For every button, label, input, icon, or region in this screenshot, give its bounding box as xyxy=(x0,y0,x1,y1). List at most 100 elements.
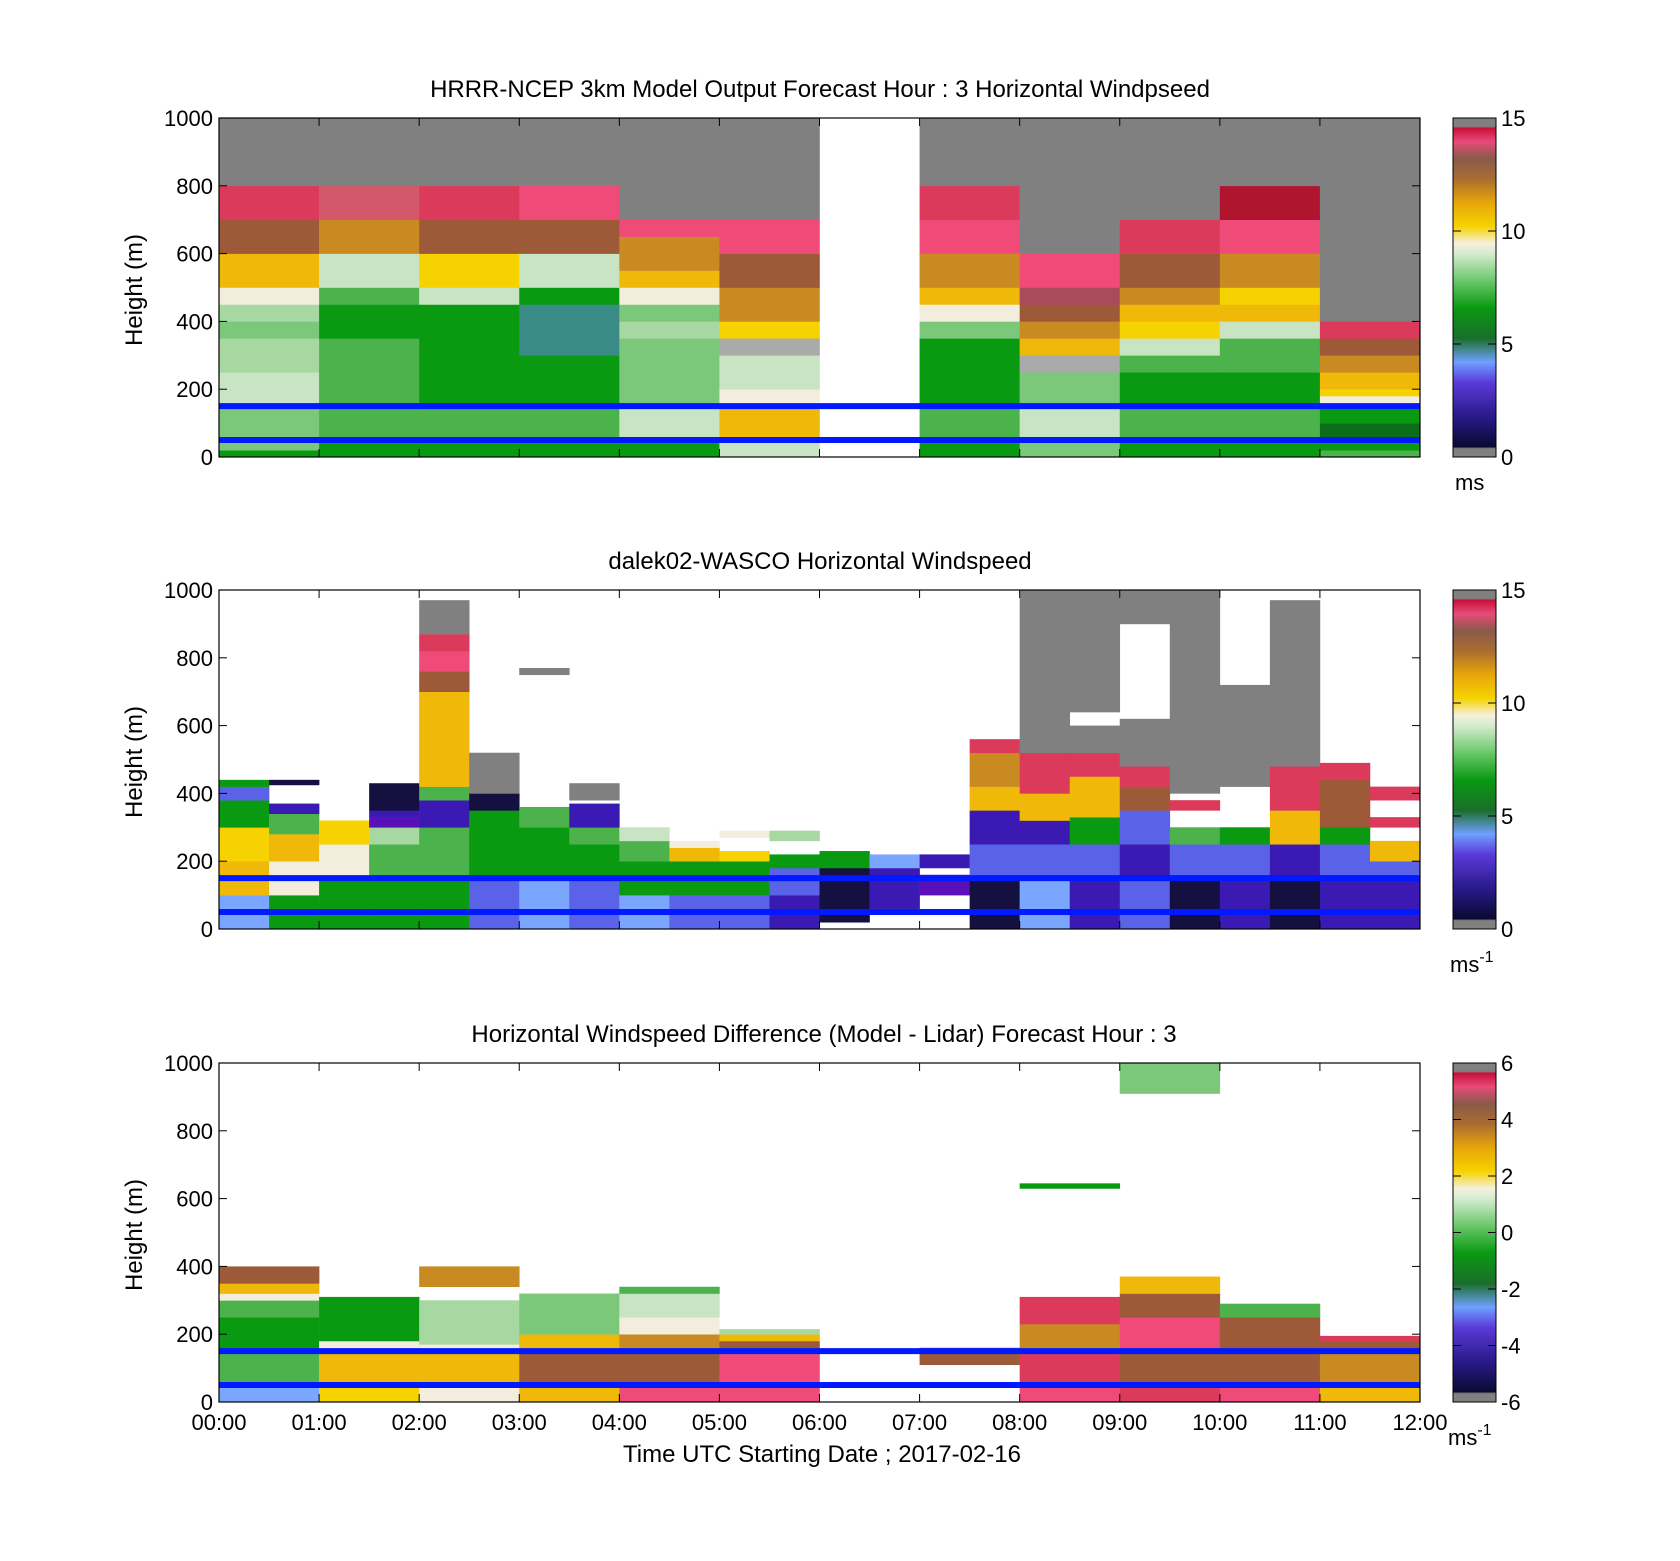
colorbar-tick-label: 0 xyxy=(1501,917,1513,942)
heatmap-cell xyxy=(369,817,420,828)
unit-sup: -1 xyxy=(1479,949,1493,966)
heatmap-cell xyxy=(419,338,520,407)
heatmap-cell xyxy=(619,1293,720,1318)
heatmap-cell xyxy=(419,304,520,339)
heatmap-cell xyxy=(1319,779,1371,828)
y-tick-label: 600 xyxy=(176,242,213,267)
heatmap-cell xyxy=(519,1385,620,1403)
heatmap-cell xyxy=(819,851,870,869)
heatmap-cell xyxy=(519,806,570,828)
heatmap-cell xyxy=(1269,878,1321,930)
heatmap-cell xyxy=(419,600,470,635)
heatmap-cell xyxy=(419,253,520,288)
heatmap-cell xyxy=(319,287,420,305)
heatmap-cell xyxy=(1219,406,1321,441)
heatmap-cell xyxy=(969,810,1020,845)
heatmap-cell xyxy=(969,752,1020,787)
heatmap-cell xyxy=(1319,844,1371,879)
heatmap-cell xyxy=(469,878,520,930)
x-tick-label: 05:00 xyxy=(692,1410,747,1435)
heatmap-cell xyxy=(1319,762,1371,781)
heatmap-cell xyxy=(669,840,720,848)
heatmap-cell xyxy=(1219,878,1271,930)
heatmap-cell xyxy=(1019,820,1071,845)
heatmap-cell xyxy=(869,854,920,869)
heatmap-cell xyxy=(269,779,320,786)
heatmap-cell xyxy=(1019,844,1071,879)
colorbar: -6 -4 -2 0 2 4 6 ms-1 xyxy=(1448,1051,1521,1450)
heatmap-cell xyxy=(1319,1335,1421,1342)
heatmap-cell xyxy=(719,440,820,458)
heatmap-cell xyxy=(569,878,620,930)
heatmap-cell xyxy=(619,840,670,862)
heatmap-cell xyxy=(1119,718,1171,767)
heatmap-cell xyxy=(919,219,1020,254)
heatmap-cell xyxy=(919,118,1020,187)
colorbar: 0 5 10 15 ms-1 xyxy=(1450,578,1525,977)
heatmap-cell xyxy=(1219,304,1321,322)
heatmap-cell xyxy=(769,867,820,896)
heatmap-cell xyxy=(1119,1351,1221,1386)
x-axis-label: Time UTC Starting Date ; 2017-02-16 xyxy=(623,1441,1021,1468)
heatmap-cell xyxy=(1019,1385,1121,1403)
heatmap-cells xyxy=(219,118,1421,458)
heatmap-cell xyxy=(1019,1324,1121,1352)
panel-title: HRRR-NCEP 3km Model Output Forecast Hour… xyxy=(430,76,1210,103)
colorbar-tick-label: 2 xyxy=(1501,1164,1513,1189)
heatmap-cell xyxy=(1119,1317,1221,1352)
heatmap-cell xyxy=(1169,844,1221,879)
heatmap-cell xyxy=(1019,304,1121,322)
heatmap-cell xyxy=(1219,372,1321,407)
heatmap-cell xyxy=(719,851,770,862)
heatmap-cell xyxy=(319,440,420,458)
heatmap-cell xyxy=(919,440,1020,458)
x-tick-label: 09:00 xyxy=(1092,1410,1147,1435)
heatmap-cell xyxy=(719,118,820,220)
heatmap-cell xyxy=(919,253,1020,288)
x-tick-label: 03:00 xyxy=(492,1410,547,1435)
heatmap-cell xyxy=(519,219,620,254)
heatmap-cell xyxy=(1269,810,1321,845)
heatmap-cell xyxy=(1019,372,1121,407)
y-tick-label: 1000 xyxy=(164,1051,213,1076)
heatmap-cell xyxy=(419,287,520,305)
heatmap-cell xyxy=(1119,766,1171,787)
colorbar: 0 5 10 15 ms xyxy=(1452,106,1525,495)
heatmap-cell xyxy=(319,1296,420,1342)
heatmap-cell xyxy=(1019,1296,1121,1325)
heatmap-cell xyxy=(569,803,620,828)
heatmap-cell xyxy=(769,854,820,869)
heatmap-cell xyxy=(319,219,420,254)
heatmap-cell xyxy=(319,820,370,845)
heatmap-cell xyxy=(1119,304,1221,322)
heatmap-cell xyxy=(219,304,320,322)
colorbar-unit: ms-1 xyxy=(1450,949,1494,977)
heatmap-cell xyxy=(919,355,1020,407)
panel-title: Horizontal Windspeed Difference (Model -… xyxy=(471,1021,1176,1048)
colorbar-tick-label: 0 xyxy=(1501,1221,1513,1246)
x-tick-label: 10:00 xyxy=(1192,1410,1247,1435)
x-tick-label: 11:00 xyxy=(1293,1410,1346,1435)
heatmap-cell xyxy=(619,321,720,339)
x-tick-label: 00:00 xyxy=(191,1410,246,1435)
heatmap-cell xyxy=(519,667,570,676)
heatmap-cell xyxy=(619,219,720,237)
heatmap-cell xyxy=(1319,395,1421,407)
heatmap-cell xyxy=(319,338,420,407)
heatmap-cell xyxy=(1319,450,1421,458)
heatmap-cell xyxy=(619,1351,720,1386)
heatmap-cell xyxy=(519,406,620,441)
colorbar-tick-label: 0 xyxy=(1501,445,1513,470)
heatmap-cell xyxy=(219,800,270,828)
colorbar-ticks: 0 5 10 15 xyxy=(1453,578,1525,942)
heatmap-cell xyxy=(369,844,420,879)
heatmap-cell xyxy=(719,1385,820,1403)
heatmap-cell xyxy=(619,118,720,220)
y-tick-label: 800 xyxy=(176,646,213,671)
heatmap-cell xyxy=(219,185,320,220)
heatmap-cell xyxy=(1069,776,1121,818)
heatmap-cell xyxy=(219,118,320,187)
heatmap-cell xyxy=(719,1351,820,1386)
heatmap-cell xyxy=(1019,406,1121,441)
heatmap-cell xyxy=(369,783,420,811)
